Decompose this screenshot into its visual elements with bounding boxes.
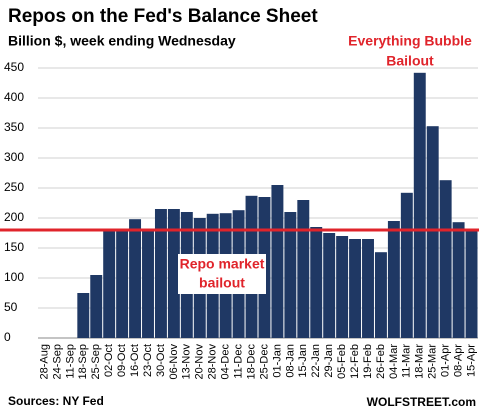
annotation: bailout	[199, 275, 245, 291]
bar	[116, 230, 129, 338]
x-tick-label: 12-Feb	[349, 344, 361, 379]
y-tick-label: 0	[4, 330, 11, 344]
x-tick-label: 25-Sep	[90, 344, 102, 379]
x-tick-label: 01-Apr	[440, 344, 452, 377]
x-tick-label: 13-Nov	[181, 344, 193, 380]
x-tick-label: 11-Sep	[64, 344, 76, 379]
y-tick-label: 250	[4, 180, 24, 194]
bar	[284, 212, 297, 338]
x-tick-label: 19-Feb	[362, 344, 374, 379]
x-tick-label: 05-Feb	[336, 344, 348, 379]
x-tick-label: 15-Apr	[465, 344, 477, 377]
x-tick-label: 30-Oct	[155, 344, 167, 377]
x-tick-label: 01-Jan	[271, 344, 283, 378]
bar	[154, 209, 167, 338]
x-tick-label: 20-Nov	[194, 344, 206, 380]
x-tick-label: 11-Dec	[232, 344, 244, 379]
x-tick-label: 09-Oct	[116, 344, 128, 377]
x-tick-label: 06-Nov	[168, 344, 180, 380]
x-tick-label: 22-Jan	[310, 344, 322, 378]
y-tick-label: 150	[4, 240, 24, 254]
x-tick-label: 08-Apr	[452, 344, 464, 377]
bar	[374, 252, 387, 338]
x-tick-label: 28-Nov	[207, 344, 219, 380]
source: Sources: NY Fed	[8, 394, 104, 408]
x-tick-label: 11-Mar	[401, 344, 413, 378]
chart-subtitle: Billion $, week ending Wednesday	[8, 33, 236, 49]
x-tick-label: 08-Jan	[284, 344, 296, 378]
x-tick-label: 25-Dec	[258, 344, 270, 380]
bar	[362, 239, 374, 338]
chart-title: Repos on the Fed's Balance Sheet	[8, 6, 318, 27]
annotation-background	[178, 254, 266, 294]
bar	[336, 236, 349, 338]
annotation: Everything Bubble	[348, 33, 472, 49]
bar	[271, 185, 284, 338]
x-tick-label: 15-Jan	[297, 344, 309, 378]
x-tick-label: 04-Mar	[388, 344, 400, 379]
y-tick-label: 400	[4, 90, 24, 104]
y-tick-label: 100	[4, 270, 24, 284]
bar	[103, 230, 116, 338]
bar	[413, 72, 426, 339]
bar	[167, 209, 180, 338]
bar	[90, 275, 103, 338]
brand: WOLFSTREET.com	[367, 395, 476, 409]
y-tick-label: 200	[4, 210, 24, 224]
bar	[452, 222, 465, 338]
x-tick-label: 24-Sep	[51, 344, 63, 379]
y-tick-label: 50	[4, 300, 18, 314]
bar	[77, 293, 90, 338]
x-tick-label: 23-Oct	[142, 344, 154, 377]
x-tick-label: 28-Aug	[38, 344, 50, 379]
bar	[310, 227, 323, 338]
y-tick-label: 350	[4, 120, 24, 134]
y-tick-label: 450	[4, 60, 24, 74]
bar	[142, 230, 154, 338]
x-tick-label: 18-Sep	[77, 344, 89, 379]
bar	[465, 228, 478, 338]
x-tick-label: 04-Dec	[220, 344, 232, 380]
x-tick-label: 18-Mar	[414, 344, 426, 379]
bar	[426, 126, 439, 338]
bar	[387, 221, 400, 338]
bar	[297, 200, 310, 338]
bar	[400, 192, 413, 338]
bar	[349, 239, 362, 338]
annotation: Bailout	[386, 53, 434, 69]
bar	[129, 219, 142, 338]
x-tick-label: 18-Dec	[245, 344, 257, 380]
x-tick-label: 02-Oct	[103, 344, 115, 377]
bar	[439, 180, 452, 338]
x-tick-label: 26-Feb	[375, 344, 387, 379]
y-tick-label: 300	[4, 150, 24, 164]
x-tick-label: 16-Oct	[129, 344, 141, 377]
bar	[323, 233, 336, 338]
annotation: Repo market	[180, 256, 265, 272]
x-tick-label: 29-Jan	[323, 344, 335, 378]
x-tick-label: 25-Mar	[427, 344, 439, 379]
